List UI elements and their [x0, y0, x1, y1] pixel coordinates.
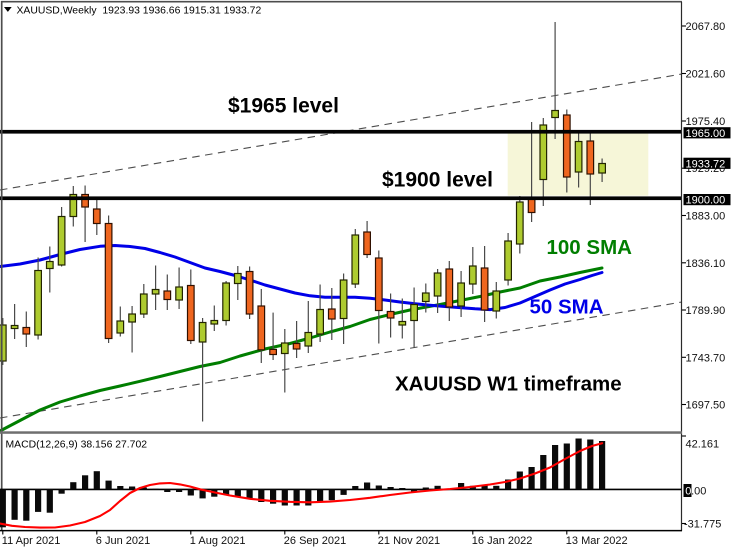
svg-text:50 SMA: 50 SMA — [530, 296, 604, 319]
svg-text:1743.70: 1743.70 — [686, 352, 726, 364]
svg-text:XAUUSD,Weekly 1923.93 1936.66: XAUUSD,Weekly 1923.93 1936.66 1915.31 19… — [17, 6, 262, 17]
svg-text:$1965 level: $1965 level — [228, 95, 339, 118]
svg-text:26 Sep 2021: 26 Sep 2021 — [284, 535, 346, 547]
svg-text:1975.40: 1975.40 — [686, 116, 726, 128]
svg-text:1900.00: 1900.00 — [686, 195, 726, 207]
svg-text:13 Mar 2022: 13 Mar 2022 — [566, 535, 628, 547]
svg-text:-31.775: -31.775 — [684, 519, 721, 531]
svg-text:1697.50: 1697.50 — [686, 400, 726, 412]
svg-text:1836.10: 1836.10 — [686, 258, 726, 270]
svg-text:1 Aug 2021: 1 Aug 2021 — [190, 535, 246, 547]
svg-text:100 SMA: 100 SMA — [547, 236, 633, 259]
svg-text:21 Nov 2021: 21 Nov 2021 — [378, 535, 440, 547]
svg-text:6 Jun 2021: 6 Jun 2021 — [96, 535, 150, 547]
svg-text:1789.90: 1789.90 — [686, 305, 726, 317]
svg-text:11 Apr 2021: 11 Apr 2021 — [2, 535, 61, 547]
svg-text:1965.00: 1965.00 — [686, 128, 726, 140]
svg-text:42.161: 42.161 — [686, 438, 720, 450]
svg-text:1883.00: 1883.00 — [686, 211, 726, 223]
svg-text:XAUUSD W1 timeframe: XAUUSD W1 timeframe — [395, 373, 622, 396]
svg-text:2021.60: 2021.60 — [686, 69, 726, 81]
svg-text:$1900 level: $1900 level — [382, 169, 493, 192]
svg-text:2067.80: 2067.80 — [686, 21, 726, 33]
svg-text:0: 0 — [685, 486, 691, 498]
svg-text:1933.72: 1933.72 — [686, 158, 726, 170]
svg-text:MACD(12,26,9) 38.156 27.702: MACD(12,26,9) 38.156 27.702 — [6, 439, 148, 450]
svg-text:16 Jan 2022: 16 Jan 2022 — [472, 535, 533, 547]
